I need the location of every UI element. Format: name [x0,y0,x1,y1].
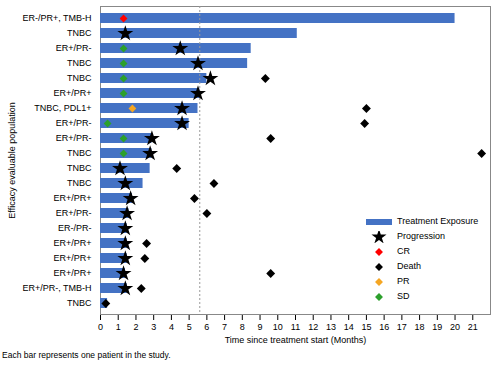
svg-text:20: 20 [450,322,460,332]
svg-text:ER+/PR-: ER+/PR- [56,208,92,218]
svg-text:21: 21 [468,322,478,332]
html-text:SD: SD [397,291,410,301]
html-text:Each bar represents one patien: Each bar represents one patient in the s… [2,350,171,360]
svg-text:3: 3 [151,322,156,332]
svg-text:TNBC, PDL1+: TNBC, PDL1+ [34,103,91,113]
svg-text:TNBC: TNBC [67,148,92,158]
svg-text:ER+/PR-: ER+/PR- [56,118,92,128]
svg-text:14: 14 [344,322,354,332]
svg-text:10: 10 [273,322,283,332]
html-text:Death: Death [397,261,421,271]
svg-text:6: 6 [204,322,209,332]
svg-text:17: 17 [397,322,407,332]
svg-text:ER+/PR+: ER+/PR+ [53,238,91,248]
html-text:Treatment Exposure: Treatment Exposure [397,216,479,226]
svg-text:0: 0 [98,322,103,332]
svg-text:18: 18 [415,322,425,332]
svg-text:11: 11 [291,322,300,332]
svg-text:TNBC: TNBC [67,163,92,173]
svg-text:TNBC: TNBC [67,28,92,38]
svg-text:9: 9 [258,322,263,332]
svg-text:19: 19 [432,322,442,332]
svg-text:ER+/PR+: ER+/PR+ [53,253,91,263]
svg-text:TNBC: TNBC [67,178,92,188]
svg-text:TNBC: TNBC [67,73,92,83]
svg-text:ER-/PR-: ER-/PR- [58,223,92,233]
svg-text:5: 5 [187,322,192,332]
html-text:PR: PR [397,276,410,286]
svg-text:ER+/PR-, TMB-H: ER+/PR-, TMB-H [22,283,91,293]
svg-text:12: 12 [308,322,318,332]
svg-text:ER-/PR+, TMB-H: ER-/PR+, TMB-H [22,13,91,23]
svg-text:ER+/PR-: ER+/PR- [56,133,92,143]
svg-text:13: 13 [326,322,336,332]
svg-text:2: 2 [133,322,138,332]
svg-text:8: 8 [240,322,245,332]
svg-text:4: 4 [169,322,174,332]
svg-text:Time since treatment start (Mo: Time since treatment start (Months) [225,335,367,345]
svg-text:7: 7 [222,322,227,332]
svg-text:ER+/PR+: ER+/PR+ [53,88,91,98]
svg-text:15: 15 [361,322,371,332]
html-text:Progression: Progression [397,231,445,241]
svg-text:ER+/PR-: ER+/PR- [56,43,92,53]
html-text:CR: CR [397,246,410,256]
svg-text:ER+/PR+: ER+/PR+ [53,193,91,203]
svg-text:16: 16 [379,322,389,332]
svg-text:TNBC: TNBC [67,58,92,68]
svg-text:Efficacy evaluable population: Efficacy evaluable population [7,102,17,218]
svg-text:ER+/PR+: ER+/PR+ [53,268,91,278]
svg-text:1: 1 [116,322,121,332]
svg-text:TNBC: TNBC [67,298,92,308]
